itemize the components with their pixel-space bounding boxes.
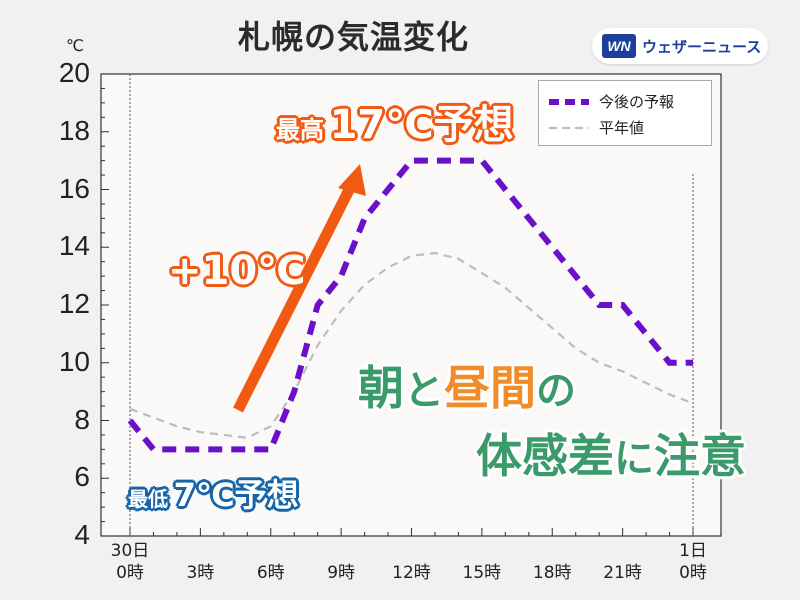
x-tick-label: 18時 — [522, 540, 582, 584]
y-tick-label: 12 — [58, 288, 90, 319]
min-temp-annotation: 最低 7℃予想 — [128, 470, 299, 516]
brand-name: ウェザーニュース — [642, 37, 762, 56]
x-tick-label: 21時 — [593, 540, 653, 584]
min-prefix: 最低 — [128, 487, 168, 511]
plot-area — [100, 73, 722, 537]
brand-badge: WN ウェザーニュース — [592, 28, 768, 64]
y-tick-label: 8 — [74, 403, 90, 435]
x-tick-label-date — [593, 540, 653, 562]
x-tick-label-date — [241, 540, 301, 562]
legend-label-normal: 平年値 — [599, 119, 645, 137]
series-line-forecast — [127, 157, 693, 453]
x-tick-label: 30日 0時 — [100, 540, 160, 584]
y-tick-label: 6 — [74, 461, 90, 493]
x-tick-label-hour: 9時 — [327, 563, 356, 583]
y-unit-label: ℃ — [66, 36, 84, 55]
x-tick-label-date: 30日 — [110, 541, 150, 561]
min-value: 7℃予想 — [173, 476, 299, 514]
legend-swatch-normal — [549, 126, 589, 129]
x-tick-label-date — [311, 540, 371, 562]
y-tick-label: 16 — [58, 172, 90, 204]
warning-word-difference: 体感差 — [476, 429, 614, 483]
x-tick-label-hour: 0時 — [116, 563, 144, 583]
warning-line-2: 体感差に注意 — [476, 420, 746, 486]
x-tick-label-hour: 21時 — [603, 563, 642, 583]
warning-word-morning: 朝 — [358, 361, 404, 415]
x-tick-label-hour: 0時 — [679, 563, 707, 583]
legend-item-normal: 平年値 — [549, 117, 644, 138]
y-tick-label: 10 — [58, 345, 90, 377]
x-tick-label-date — [170, 540, 230, 562]
warning-word-daytime: 昼間 — [444, 361, 536, 415]
chart-title: 札幌の気温変化 — [238, 18, 470, 56]
max-prefix: 最高 — [276, 116, 324, 144]
x-tick-label-hour: 12時 — [392, 563, 431, 583]
warning-particle-ni: に — [614, 436, 654, 482]
y-tick-label: 14 — [58, 230, 90, 262]
x-tick-label: 12時 — [382, 540, 442, 584]
x-tick-label-date — [452, 540, 512, 562]
x-tick-label-hour: 15時 — [462, 563, 502, 583]
warning-particle-no: の — [536, 368, 576, 414]
x-tick-label-hour: 3時 — [186, 563, 215, 583]
y-tick-label: 20 — [58, 57, 90, 88]
x-tick-label-hour: 6時 — [256, 563, 285, 583]
x-tick-label-date — [522, 540, 582, 562]
x-tick-label-date — [382, 540, 442, 562]
rise-arrow — [233, 164, 366, 413]
x-tick-label: 9時 — [311, 540, 371, 584]
warning-particle-to: と — [404, 368, 444, 414]
x-tick-label: 15時 — [452, 540, 512, 584]
rise-annotation: +10℃ — [168, 248, 306, 294]
x-tick-label-date: 1日 — [679, 541, 707, 561]
x-tick-label: 3時 — [170, 540, 230, 584]
legend-swatch-forecast — [549, 98, 589, 105]
x-tick-label: 6時 — [241, 540, 301, 584]
x-tick-label-hour: 18時 — [532, 563, 572, 583]
y-tick-label: 4 — [74, 519, 90, 550]
warning-word-caution: 注意 — [654, 429, 746, 483]
y-tick-label: 18 — [58, 114, 90, 146]
legend-label-forecast: 今後の予報 — [599, 93, 675, 111]
max-temp-annotation: 最高 17℃予想 — [276, 92, 514, 150]
brand-logo-icon: WN — [602, 34, 636, 58]
max-value: 17℃予想 — [329, 102, 514, 148]
warning-line-1: 朝と昼間の — [358, 352, 576, 418]
legend: 今後の予報 平年値 — [538, 80, 712, 146]
legend-item-forecast: 今後の予報 — [549, 91, 674, 112]
x-tick-label: 1日 0時 — [663, 540, 723, 584]
y-minor-ticks — [101, 73, 109, 537]
